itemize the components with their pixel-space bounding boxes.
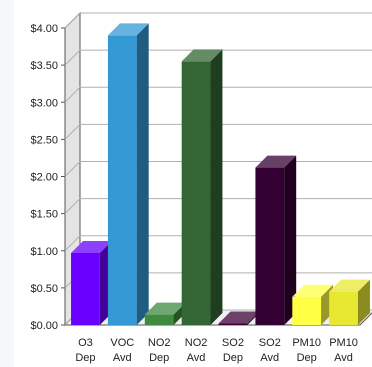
bars	[71, 23, 370, 326]
bar-front	[144, 314, 174, 325]
x-category-label-line2: Dep	[223, 352, 243, 364]
bar-front	[218, 323, 248, 325]
bar	[255, 155, 297, 325]
x-category-label-line1: NO2	[148, 337, 171, 349]
bar-side	[284, 155, 297, 325]
bar	[107, 23, 149, 326]
bar-top	[329, 279, 370, 292]
y-tick-label: $0.50	[30, 283, 58, 295]
x-category-label-line1: VOC	[110, 337, 134, 349]
gridline	[64, 12, 372, 29]
bar-top	[292, 284, 334, 297]
x-category-label-line1: PM10	[292, 337, 321, 349]
x-axis-categories: O3 Dep VOC Avd NO2 Dep NO2 Avd SO2 Dep SO2 Avd PM10 D…	[75, 337, 358, 364]
x-category-label-line2: Dep	[149, 352, 169, 364]
bar-side	[210, 49, 223, 325]
y-tick-label: $1.00	[30, 246, 58, 258]
bar	[71, 240, 112, 325]
bar-top	[71, 240, 112, 253]
bar-top	[255, 155, 297, 168]
bar-front	[255, 167, 285, 325]
x-category-label-line1: PM10	[329, 337, 358, 349]
x-category-label-line1: SO2	[222, 337, 244, 349]
x-category-label-line1: NO2	[185, 337, 208, 349]
bar	[292, 284, 334, 325]
bar-front	[107, 35, 137, 326]
bar-front	[292, 296, 322, 325]
x-category-label-line1: SO2	[259, 337, 281, 349]
page-left-stripe	[0, 0, 14, 367]
gridline	[64, 123, 372, 140]
bar	[181, 49, 223, 325]
gridline	[64, 86, 372, 103]
x-category-label-line2: Dep	[297, 352, 317, 364]
x-category-label-line2: Avd	[260, 352, 279, 364]
x-category-label-line2: Avd	[113, 352, 132, 364]
bar-front	[181, 61, 211, 325]
x-category-label-line1: O3	[78, 337, 93, 349]
bar-top	[218, 311, 260, 324]
x-category-label-line2: Dep	[75, 352, 95, 364]
bar-front	[329, 291, 358, 325]
bar	[329, 279, 370, 325]
bar-top	[144, 302, 186, 315]
bar-front	[71, 252, 100, 325]
gridline	[64, 49, 372, 66]
x-category-label-line2: Avd	[334, 352, 353, 364]
bar-top	[107, 23, 149, 36]
y-tick-label: $2.50	[30, 134, 58, 146]
y-tick-label: $3.50	[30, 60, 58, 72]
y-tick-label: $2.00	[30, 172, 58, 184]
bar-top	[181, 49, 223, 62]
x-category-label-line2: Avd	[187, 352, 206, 364]
bar-side	[357, 279, 370, 325]
y-tick-label: $1.50	[30, 209, 58, 221]
y-tick-label: $4.00	[30, 23, 58, 35]
y-tick-label: $3.00	[30, 97, 58, 109]
bar-side	[136, 23, 149, 326]
y-axis-ticks: $0.00 $0.50 $1.00 $1.50 $2.00 $2.50 $3.00 $3.50…	[30, 23, 65, 332]
y-tick-label: $0.00	[30, 320, 58, 332]
